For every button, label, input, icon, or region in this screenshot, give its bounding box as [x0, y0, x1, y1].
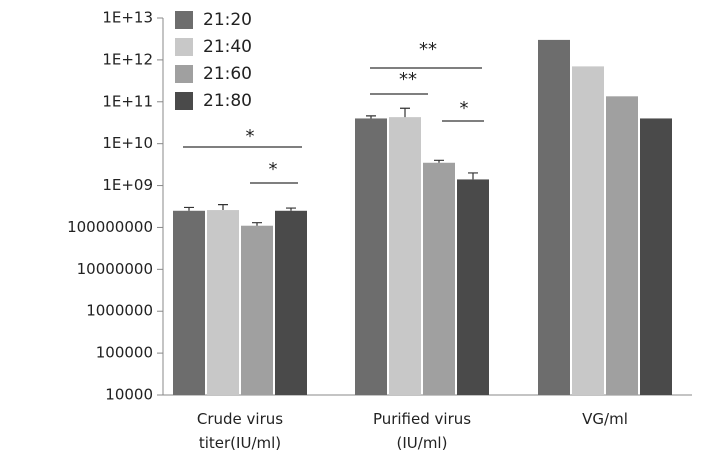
y-tick-label: 10000000 [77, 260, 153, 278]
x-tick-label: Purified virus (IU/ml) [372, 410, 472, 452]
bar [207, 210, 239, 395]
significance-label: ** [399, 69, 417, 90]
bar [457, 179, 489, 395]
significance-label: * [460, 98, 469, 119]
legend-swatch [175, 92, 193, 110]
error-bar [218, 204, 228, 211]
significance-label: * [269, 159, 278, 180]
error-bar [286, 207, 296, 211]
y-tick-label: 1E+12 [102, 50, 153, 68]
bar [640, 118, 672, 395]
y-tick-label: 10000 [105, 386, 153, 404]
error-bar [400, 107, 410, 118]
y-tick-label: 1E+11 [102, 92, 153, 110]
bar [275, 210, 307, 395]
y-tick-label: 100000 [96, 344, 153, 362]
y-tick-label: 1000000 [86, 302, 153, 320]
legend-label: 21:20 [203, 10, 252, 30]
legend-label: 21:80 [203, 91, 252, 111]
bar [173, 210, 205, 395]
error-bar [252, 222, 262, 226]
significance-label: ** [419, 39, 437, 60]
bar [241, 225, 273, 395]
y-tick-label: 1E+13 [102, 9, 153, 27]
error-bar [366, 115, 376, 119]
legend-swatch [175, 38, 193, 56]
error-bar [468, 172, 478, 180]
legend-swatch [175, 11, 193, 29]
bar [355, 118, 387, 395]
bar [423, 162, 455, 395]
y-tick-label: 1E+10 [102, 134, 153, 152]
error-bar [184, 206, 194, 211]
bar [538, 39, 570, 396]
bar [389, 117, 421, 395]
x-tick-label: Crude virus titer(IU/ml) [196, 410, 284, 452]
legend-label: 21:40 [203, 37, 252, 57]
legend-swatch [175, 65, 193, 83]
x-tick-label: VG/ml [582, 410, 628, 428]
y-tick-label: 100000000 [67, 218, 153, 236]
bar [606, 96, 638, 395]
error-bar [434, 159, 444, 163]
legend-label: 21:60 [203, 64, 252, 84]
significance-label: * [246, 126, 255, 147]
bar [572, 66, 604, 395]
y-tick-label: 1E+09 [102, 176, 153, 194]
